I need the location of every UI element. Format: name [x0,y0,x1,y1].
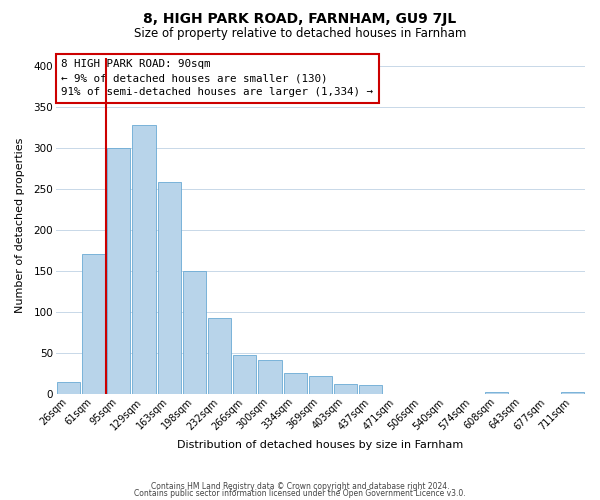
Bar [133,125,155,394]
Bar [259,360,281,394]
Bar [82,254,105,394]
Bar [208,318,231,394]
Bar [158,182,181,394]
Text: Size of property relative to detached houses in Farnham: Size of property relative to detached ho… [134,28,466,40]
Bar [359,385,382,394]
Text: 8 HIGH PARK ROAD: 90sqm
← 9% of detached houses are smaller (130)
91% of semi-de: 8 HIGH PARK ROAD: 90sqm ← 9% of detached… [61,59,373,97]
Bar [334,384,357,394]
Bar [107,148,130,394]
Bar [284,372,307,394]
Text: Contains public sector information licensed under the Open Government Licence v3: Contains public sector information licen… [134,488,466,498]
Bar [57,382,80,394]
X-axis label: Distribution of detached houses by size in Farnham: Distribution of detached houses by size … [178,440,464,450]
Text: 8, HIGH PARK ROAD, FARNHAM, GU9 7JL: 8, HIGH PARK ROAD, FARNHAM, GU9 7JL [143,12,457,26]
Text: Contains HM Land Registry data © Crown copyright and database right 2024.: Contains HM Land Registry data © Crown c… [151,482,449,491]
Bar [233,354,256,394]
Bar [561,392,584,394]
Bar [309,376,332,394]
Bar [183,271,206,394]
Y-axis label: Number of detached properties: Number of detached properties [15,138,25,314]
Bar [485,392,508,394]
